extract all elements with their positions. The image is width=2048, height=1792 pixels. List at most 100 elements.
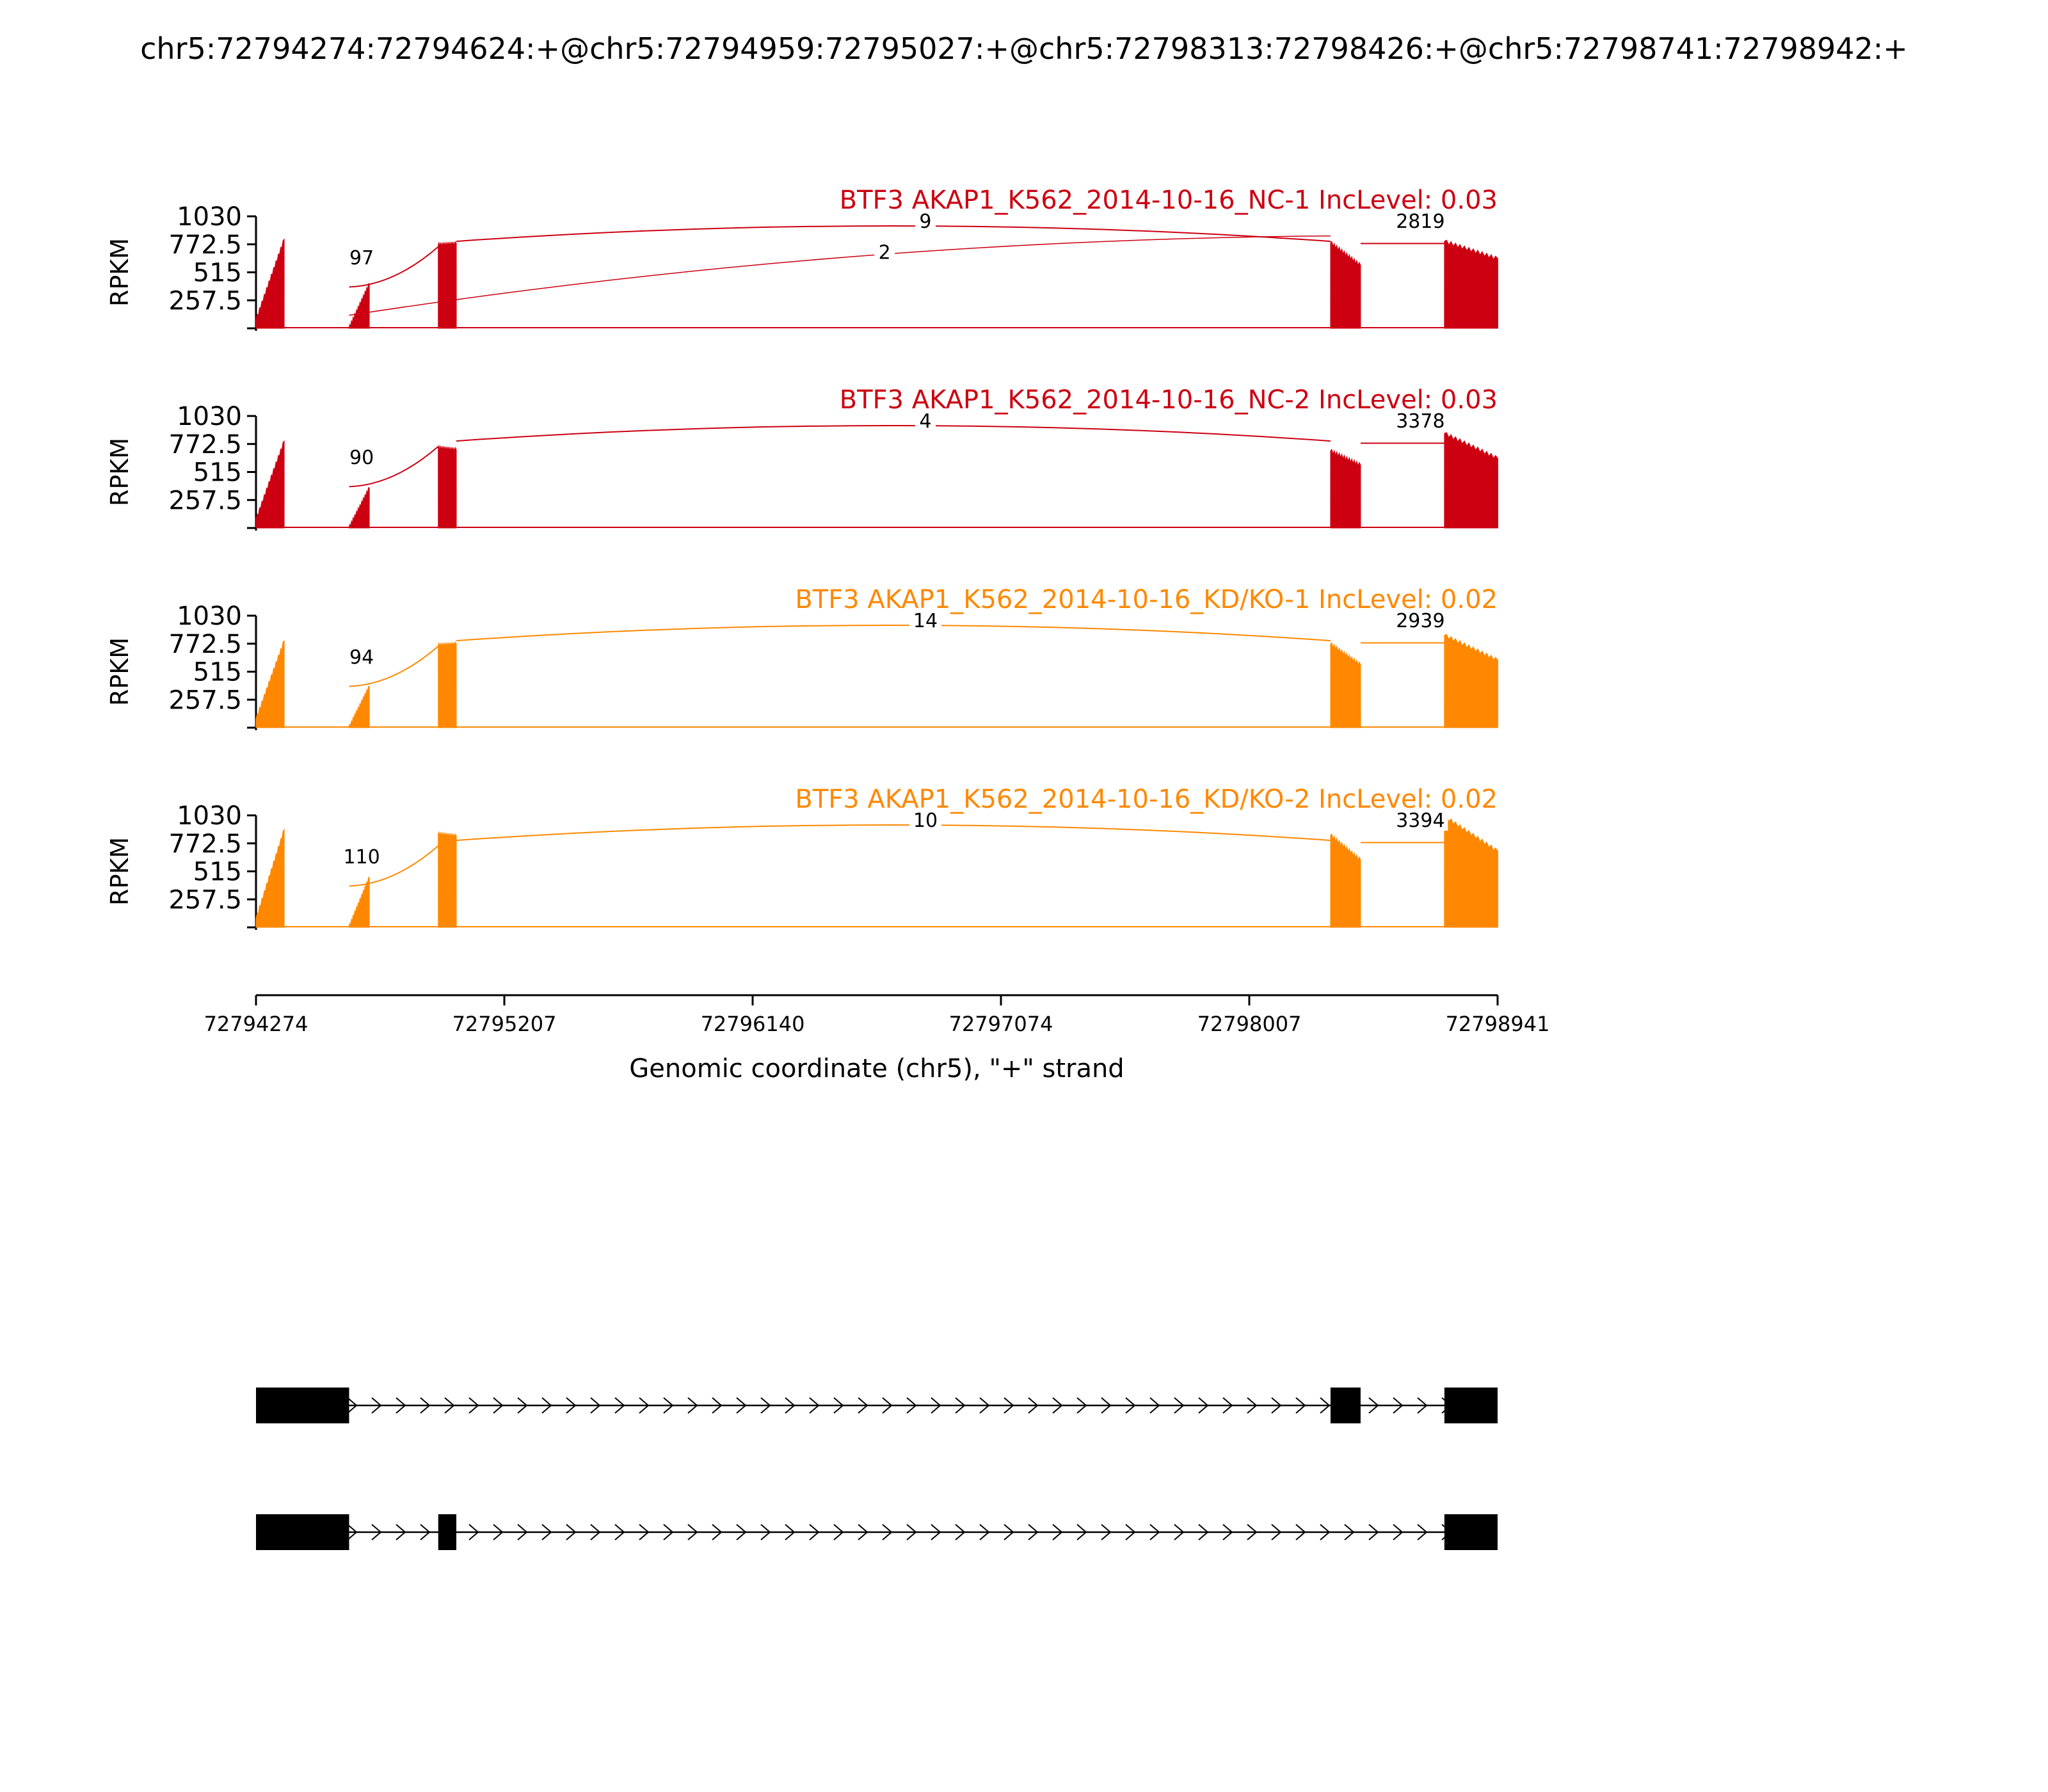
strand-arrow [517, 1524, 528, 1540]
strand-arrow [1271, 1397, 1282, 1414]
junction-label: 97 [349, 247, 374, 269]
strand-arrow [420, 1397, 431, 1414]
coverage-area [438, 641, 457, 728]
junction-label-bg [346, 247, 378, 268]
strand-arrow [736, 1524, 747, 1540]
strand-arrow [858, 1524, 868, 1540]
strand-arrow [712, 1397, 723, 1414]
strand-arrow [736, 1397, 747, 1414]
junction-label: 90 [349, 447, 374, 469]
strand-arrow [931, 1397, 941, 1414]
strand-arrow [396, 1524, 406, 1540]
strand-arrow [541, 1524, 552, 1540]
exon-block [1444, 1514, 1498, 1550]
y-tick-label: 772.5 [168, 230, 242, 260]
strand-arrow [1320, 1397, 1331, 1414]
strand-arrow [955, 1397, 966, 1414]
coverage-area [348, 685, 370, 728]
junction-label: 10 [913, 810, 938, 832]
coverage-area [1330, 833, 1361, 928]
junction-label-bg [1393, 411, 1448, 431]
y-axis-label: RPKM [106, 238, 134, 307]
y-tick-label: 257.5 [168, 885, 242, 915]
strand-arrow [1393, 1397, 1404, 1414]
strand-arrow [760, 1397, 771, 1414]
strand-arrow [493, 1397, 504, 1414]
junction-label: 4 [919, 410, 931, 433]
strand-arrow [1393, 1524, 1404, 1540]
junction-label-bg [909, 611, 941, 631]
strand-arrow [371, 1524, 382, 1540]
strand-arrow [1076, 1397, 1087, 1414]
strand-arrow [1125, 1524, 1136, 1540]
y-tick-label: 515 [193, 858, 242, 887]
junction-label: 3378 [1396, 410, 1444, 433]
strand-arrow [760, 1524, 771, 1540]
junction-arc [456, 625, 1331, 642]
y-axis-label: RPKM [106, 837, 134, 906]
junction-arc [456, 824, 1331, 842]
coverage-area [438, 240, 457, 329]
strand-arrow [1320, 1524, 1331, 1540]
strand-arrow [639, 1397, 650, 1414]
strand-arrow [396, 1397, 406, 1414]
isoform-tracks [256, 1388, 1498, 1550]
sample-label: BTF3 AKAP1_K562_2014-10-16_KD/KO-1 IncLe… [795, 585, 1498, 614]
x-tick-label: 72798007 [1197, 1012, 1302, 1036]
junction-arc [349, 246, 439, 288]
coverage-area [348, 877, 370, 928]
y-tick-label: 772.5 [168, 829, 242, 859]
coverage-area [438, 444, 457, 529]
strand-arrow [614, 1397, 625, 1414]
coverage-area [1444, 239, 1498, 329]
sample-label: BTF3 AKAP1_K562_2014-10-16_NC-1 IncLevel… [840, 186, 1498, 215]
strand-arrow [1004, 1524, 1014, 1540]
junction-label: 2939 [1396, 610, 1444, 632]
coverage-area [348, 283, 370, 329]
strand-arrow [955, 1524, 966, 1540]
strand-arrow [663, 1397, 674, 1414]
strand-arrow [1247, 1397, 1258, 1414]
y-tick-label: 772.5 [168, 630, 242, 659]
strand-arrow [931, 1524, 941, 1540]
strand-arrow [1198, 1524, 1209, 1540]
exon-block [1444, 1388, 1498, 1423]
strand-arrow [1174, 1524, 1185, 1540]
strand-arrow [1198, 1397, 1209, 1414]
strand-arrow [566, 1524, 577, 1540]
strand-arrow [1076, 1524, 1087, 1540]
strand-arrow [1271, 1524, 1282, 1540]
y-tick-label: 257.5 [168, 685, 242, 715]
coverage-area [438, 831, 457, 928]
x-tick-label: 72797074 [949, 1012, 1053, 1036]
strand-arrow [493, 1524, 504, 1540]
junction-label-bg [1393, 810, 1448, 831]
isoform-2 [256, 1514, 1498, 1550]
junction-arc [349, 845, 439, 887]
strand-arrow [1101, 1524, 1112, 1540]
strand-arrow [687, 1397, 698, 1414]
junction-label: 3394 [1396, 810, 1444, 832]
strand-arrow [809, 1524, 820, 1540]
strand-arrow [882, 1524, 893, 1540]
strand-arrow [347, 1524, 358, 1540]
exon-block [438, 1514, 457, 1550]
junction-label: 2819 [1396, 211, 1444, 233]
y-tick-label: 1030 [177, 202, 242, 232]
strand-arrow [687, 1524, 698, 1540]
y-axis-label: RPKM [106, 637, 134, 706]
strand-arrow [541, 1397, 552, 1414]
strand-arrow [1149, 1524, 1160, 1540]
strand-arrow [1028, 1524, 1039, 1540]
y-tick-label: 515 [193, 458, 242, 488]
strand-arrow [1368, 1397, 1379, 1414]
strand-arrow [639, 1524, 650, 1540]
strand-arrow [1149, 1397, 1160, 1414]
strand-arrow [663, 1524, 674, 1540]
junction-label: 14 [913, 610, 938, 632]
sample-label: BTF3 AKAP1_K562_2014-10-16_NC-2 IncLevel… [840, 385, 1498, 415]
strand-arrow [1101, 1397, 1112, 1414]
